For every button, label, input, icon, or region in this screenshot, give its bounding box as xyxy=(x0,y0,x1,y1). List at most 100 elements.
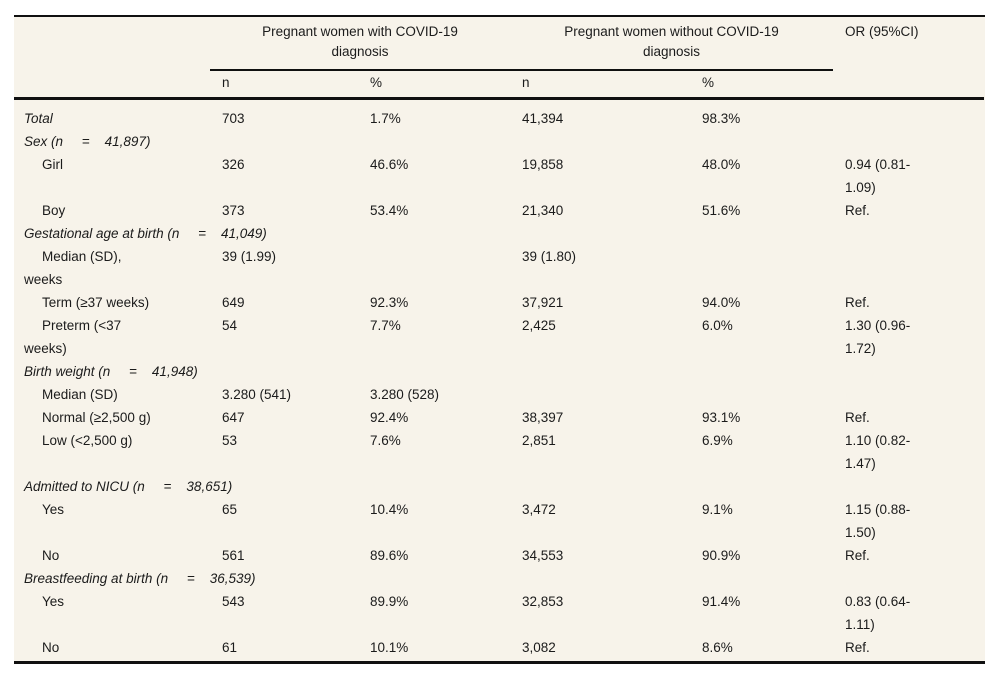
pct-without-value: 98.3% xyxy=(702,111,741,126)
n-without-value: 41,394 xyxy=(522,111,564,126)
n-with-value: 61 xyxy=(222,640,238,655)
table-row: Low (<2,500 g) 53 7.6% 2,851 6.9% 1.10 (0.82-… xyxy=(14,429,984,475)
row-label: Yes xyxy=(42,502,65,517)
pct-with-value: 89.6% xyxy=(370,548,409,563)
or-value xyxy=(833,245,984,291)
table-row: Median (SD), weeks 39 (1.99) 39 (1.80) xyxy=(14,245,984,291)
section-row: Breastfeeding at birth (n = 36,539) xyxy=(14,567,984,590)
pct-with-value xyxy=(360,245,510,291)
or-value xyxy=(833,383,984,406)
or-value: 1.30 (0.96- 1.72) xyxy=(845,318,911,356)
or-value: 1.15 (0.88- 1.50) xyxy=(845,502,911,540)
pct-without-value: 9.1% xyxy=(702,502,733,517)
n-without-value: 32,853 xyxy=(522,594,564,609)
table-row: Yes 65 10.4% 3,472 9.1% 1.15 (0.88- 1.50) xyxy=(14,498,984,544)
n-with-value: 647 xyxy=(222,410,245,425)
n-with-value: 326 xyxy=(222,157,245,172)
n-without-value xyxy=(510,383,690,406)
row-label: Normal (≥2,500 g) xyxy=(42,410,151,425)
table-row: Normal (≥2,500 g) 647 92.4% 38,397 93.1% Ref. xyxy=(14,406,984,429)
pct-without-value: 6.9% xyxy=(702,433,733,448)
n-with-value: 373 xyxy=(222,203,245,218)
pct-without-value: 51.6% xyxy=(702,203,741,218)
pct-with-value: 7.7% xyxy=(370,318,401,333)
table-body: Total 703 1.7% 41,394 98.3% Sex (n = 41,897) G… xyxy=(14,99,984,660)
or-value: Ref. xyxy=(845,548,870,563)
row-label: Median (SD) xyxy=(42,387,118,402)
n-with-value: 543 xyxy=(222,594,245,609)
table-row: Boy 373 53.4% 21,340 51.6% Ref. xyxy=(14,199,984,222)
row-label: No xyxy=(42,548,60,563)
subheader-pct-without: % xyxy=(690,70,834,100)
n-without-value: 21,340 xyxy=(522,203,564,218)
pct-without-value: 93.1% xyxy=(702,410,741,425)
section-label: Birth weight (n = 41,948) xyxy=(24,364,198,379)
pct-with-value: 92.4% xyxy=(370,410,409,425)
subheader-n-without: n xyxy=(510,70,690,100)
n-with-value: 703 xyxy=(222,111,245,126)
n-without-value: 37,921 xyxy=(522,295,564,310)
pct-without-value: 48.0% xyxy=(702,157,741,172)
row-label: No xyxy=(42,640,60,655)
n-without-value: 2,425 xyxy=(522,318,556,333)
subheader-pct-with: % xyxy=(360,70,510,100)
section-label: Admitted to NICU (n = 38,651) xyxy=(24,479,233,494)
pct-with-value: 89.9% xyxy=(370,594,409,609)
or-value xyxy=(833,99,984,131)
table-row: Term (≥37 weeks) 649 92.3% 37,921 94.0% Ref. xyxy=(14,291,984,314)
outcomes-table-block: Pregnant women with COVID-19 diagnosis P… xyxy=(14,15,985,664)
pct-without-value: 90.9% xyxy=(702,548,741,563)
n-without-value: 34,553 xyxy=(522,548,564,563)
pct-without-value xyxy=(690,245,833,291)
row-label: Boy xyxy=(42,203,66,218)
or-value: Ref. xyxy=(845,410,870,425)
table-row: Total 703 1.7% 41,394 98.3% xyxy=(14,99,984,131)
group-header-row: Pregnant women with COVID-19 diagnosis P… xyxy=(14,17,985,100)
pct-with-value: 3.280 (528) xyxy=(370,387,440,402)
row-label: Girl xyxy=(42,157,63,172)
table-row: No 61 10.1% 3,082 8.6% Ref. xyxy=(14,636,984,659)
pct-without-value xyxy=(690,383,833,406)
n-without-value: 3,082 xyxy=(522,640,556,655)
or-value: 0.94 (0.81- 1.09) xyxy=(845,157,911,195)
n-with-value: 3.280 (541) xyxy=(222,387,292,402)
or-value: 1.10 (0.82- 1.47) xyxy=(845,433,911,471)
n-without-value: 3,472 xyxy=(522,502,556,517)
row-label: Preterm (<37 weeks) xyxy=(24,318,122,356)
n-without-value: 2,851 xyxy=(522,433,556,448)
row-label: Term (≥37 weeks) xyxy=(42,295,150,310)
outcomes-table: Pregnant women with COVID-19 diagnosis P… xyxy=(14,17,985,660)
pct-with-value: 10.4% xyxy=(370,502,409,517)
n-without-value: 19,858 xyxy=(522,157,564,172)
table-row: Girl 326 46.6% 19,858 48.0% 0.94 (0.81- 1.09) xyxy=(14,153,984,199)
pct-without-value: 6.0% xyxy=(702,318,733,333)
pct-without-value: 8.6% xyxy=(702,640,733,655)
table-header: Pregnant women with COVID-19 diagnosis P… xyxy=(14,17,985,100)
pct-with-value: 92.3% xyxy=(370,295,409,310)
section-label: Gestational age at birth (n = 41,049) xyxy=(24,226,267,241)
n-with-value: 561 xyxy=(222,548,245,563)
subheader-row: n % n % xyxy=(14,70,984,100)
pct-with-value: 10.1% xyxy=(370,640,409,655)
pct-with-value: 1.7% xyxy=(370,111,401,126)
section-label: Sex (n = 41,897) xyxy=(24,134,151,149)
row-label: Total xyxy=(24,111,53,126)
or-column-header: OR (95%CI) xyxy=(833,17,985,100)
n-with-value: 39 (1.99) xyxy=(222,249,277,264)
pct-with-value: 53.4% xyxy=(370,203,409,218)
n-with-value: 53 xyxy=(222,433,238,448)
or-value: Ref. xyxy=(845,640,870,655)
section-row: Admitted to NICU (n = 38,651) xyxy=(14,475,984,498)
pct-without-value: 94.0% xyxy=(702,295,741,310)
section-row: Gestational age at birth (n = 41,049) xyxy=(14,222,984,245)
pct-without-value: 91.4% xyxy=(702,594,741,609)
pct-with-value: 7.6% xyxy=(370,433,401,448)
or-value: Ref. xyxy=(845,203,870,218)
table-row: Yes 543 89.9% 32,853 91.4% 0.83 (0.64- 1.11) xyxy=(14,590,984,636)
n-with-value: 65 xyxy=(222,502,238,517)
row-label: Yes xyxy=(42,594,65,609)
n-with-value: 649 xyxy=(222,295,245,310)
group-header-without-covid: Pregnant women without COVID-19 diagnosi… xyxy=(510,17,834,71)
table-row: Median (SD) 3.280 (541) 3.280 (528) xyxy=(14,383,984,406)
